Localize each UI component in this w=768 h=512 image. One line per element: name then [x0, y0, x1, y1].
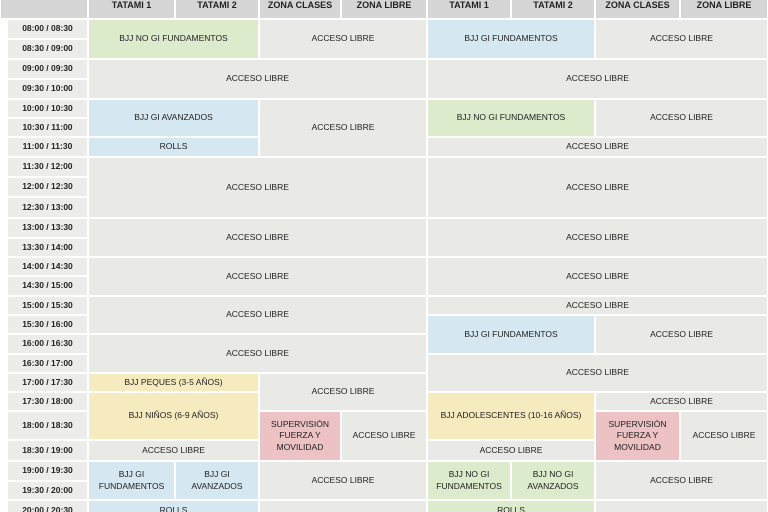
- acceso-libre-block: ACCESO LIBRE: [427, 157, 768, 218]
- header-zona-clases: ZONA CLASES: [595, 0, 680, 19]
- class-supervision-fuerza-movilidad: SUPERVISIÓN FUERZA Y MOVILIDAD: [259, 411, 341, 461]
- time-slot: 16:30 / 17:00: [7, 354, 88, 373]
- acceso-libre-block: [595, 500, 768, 512]
- acceso-libre-block: ACCESO LIBRE: [88, 334, 427, 373]
- header-tatami-1: TATAMI 1: [88, 0, 175, 19]
- class-bjj-peques: BJJ PEQUES (3-5 AÑOS): [88, 373, 259, 392]
- class-bjj-gi-avanzados: BJJ GI AVANZADOS: [175, 461, 259, 500]
- header-corner: [0, 0, 88, 19]
- header-zona-clases: ZONA CLASES: [259, 0, 341, 19]
- acceso-libre-block: ACCESO LIBRE: [595, 392, 768, 411]
- acceso-libre-block: ACCESO LIBRE: [259, 373, 427, 411]
- class-bjj-no-gi-fundamentos: BJJ NO GI FUNDAMENTOS: [427, 99, 595, 137]
- class-rolls: ROLLS: [427, 500, 595, 512]
- time-slot: 19:30 / 20:00: [7, 481, 88, 500]
- class-rolls: ROLLS: [88, 500, 259, 512]
- time-slot: 20:00 / 20:30: [7, 500, 88, 512]
- header-tatami-2: TATAMI 2: [175, 0, 259, 19]
- acceso-libre-block: ACCESO LIBRE: [259, 461, 427, 500]
- time-slot: 14:00 / 14:30: [7, 257, 88, 276]
- time-slot: 09:30 / 10:00: [7, 79, 88, 99]
- time-slot: 15:30 / 16:00: [7, 315, 88, 334]
- acceso-libre-block: ACCESO LIBRE: [88, 157, 427, 218]
- header-tatami-1: TATAMI 1: [427, 0, 511, 19]
- acceso-libre-block: ACCESO LIBRE: [88, 218, 427, 257]
- time-slot: 08:30 / 09:00: [7, 39, 88, 59]
- header-tatami-2: TATAMI 2: [511, 0, 595, 19]
- time-slot: 10:30 / 11:00: [7, 118, 88, 137]
- time-slot: 15:00 / 15:30: [7, 296, 88, 315]
- acceso-libre-block: [259, 500, 427, 512]
- header-zona-libre: ZONA LIBRE: [341, 0, 427, 19]
- acceso-libre-block: ACCESO LIBRE: [427, 257, 768, 296]
- acceso-libre-block: ACCESO LIBRE: [88, 257, 427, 296]
- acceso-libre-block: ACCESO LIBRE: [595, 99, 768, 137]
- time-slot: 13:00 / 13:30: [7, 218, 88, 238]
- acceso-libre-block: ACCESO LIBRE: [595, 461, 768, 500]
- time-slot: 18:30 / 19:00: [7, 440, 88, 461]
- acceso-libre-block: ACCESO LIBRE: [427, 218, 768, 257]
- time-slot: 16:00 / 16:30: [7, 334, 88, 354]
- time-slot: 11:00 / 11:30: [7, 137, 88, 157]
- time-slot: 17:00 / 17:30: [7, 373, 88, 392]
- acceso-libre-block: ACCESO LIBRE: [427, 137, 768, 157]
- acceso-libre-block: ACCESO LIBRE: [259, 19, 427, 59]
- class-bjj-no-gi-avanzados: BJJ NO GI AVANZADOS: [511, 461, 595, 500]
- class-bjj-gi-fundamentos: BJJ GI FUNDAMENTOS: [88, 461, 175, 500]
- time-slot: 10:00 / 10:30: [7, 99, 88, 118]
- left-margin: [0, 19, 7, 512]
- class-rolls: ROLLS: [88, 137, 259, 157]
- time-slot: 09:00 / 09:30: [7, 59, 88, 79]
- class-bjj-gi-fundamentos: BJJ GI FUNDAMENTOS: [427, 315, 595, 354]
- acceso-libre-block: ACCESO LIBRE: [595, 19, 768, 59]
- class-supervision-fuerza-movilidad: SUPERVISIÓN FUERZA Y MOVILIDAD: [595, 411, 680, 461]
- acceso-libre-block: ACCESO LIBRE: [88, 440, 259, 461]
- class-bjj-gi-fundamentos: BJJ GI FUNDAMENTOS: [427, 19, 595, 59]
- class-bjj-ninos: BJJ NIÑOS (6-9 AÑOS): [88, 392, 259, 440]
- header-zona-libre: ZONA LIBRE: [680, 0, 768, 19]
- time-slot: 14:30 / 15:00: [7, 276, 88, 296]
- class-bjj-gi-avanzados: BJJ GI AVANZADOS: [88, 99, 259, 137]
- class-bjj-adolescentes: BJJ ADOLESCENTES (10-16 AÑOS): [427, 392, 595, 440]
- acceso-libre-block: ACCESO LIBRE: [341, 411, 427, 461]
- time-slot: 08:00 / 08:30: [7, 19, 88, 39]
- time-slot: 17:30 / 18:00: [7, 392, 88, 411]
- time-slot: 18:00 / 18:30: [7, 411, 88, 440]
- acceso-libre-block: ACCESO LIBRE: [88, 296, 427, 334]
- time-slot: 12:30 / 13:00: [7, 197, 88, 218]
- time-slot: 11:30 / 12:00: [7, 157, 88, 177]
- acceso-libre-block: ACCESO LIBRE: [259, 99, 427, 157]
- acceso-libre-block: ACCESO LIBRE: [427, 296, 768, 315]
- class-bjj-no-gi-fundamentos: BJJ NO GI FUNDAMENTOS: [88, 19, 259, 59]
- acceso-libre-block: ACCESO LIBRE: [427, 59, 768, 99]
- acceso-libre-block: ACCESO LIBRE: [595, 315, 768, 354]
- time-slot: 19:00 / 19:30: [7, 461, 88, 481]
- class-bjj-no-gi-fundamentos: BJJ NO GI FUNDAMENTOS: [427, 461, 511, 500]
- acceso-libre-block: ACCESO LIBRE: [680, 411, 768, 461]
- acceso-libre-block: ACCESO LIBRE: [427, 440, 595, 461]
- time-slot: 12:00 / 12:30: [7, 177, 88, 197]
- acceso-libre-block: ACCESO LIBRE: [88, 59, 427, 99]
- time-slot: 13:30 / 14:00: [7, 238, 88, 257]
- acceso-libre-block: ACCESO LIBRE: [427, 354, 768, 392]
